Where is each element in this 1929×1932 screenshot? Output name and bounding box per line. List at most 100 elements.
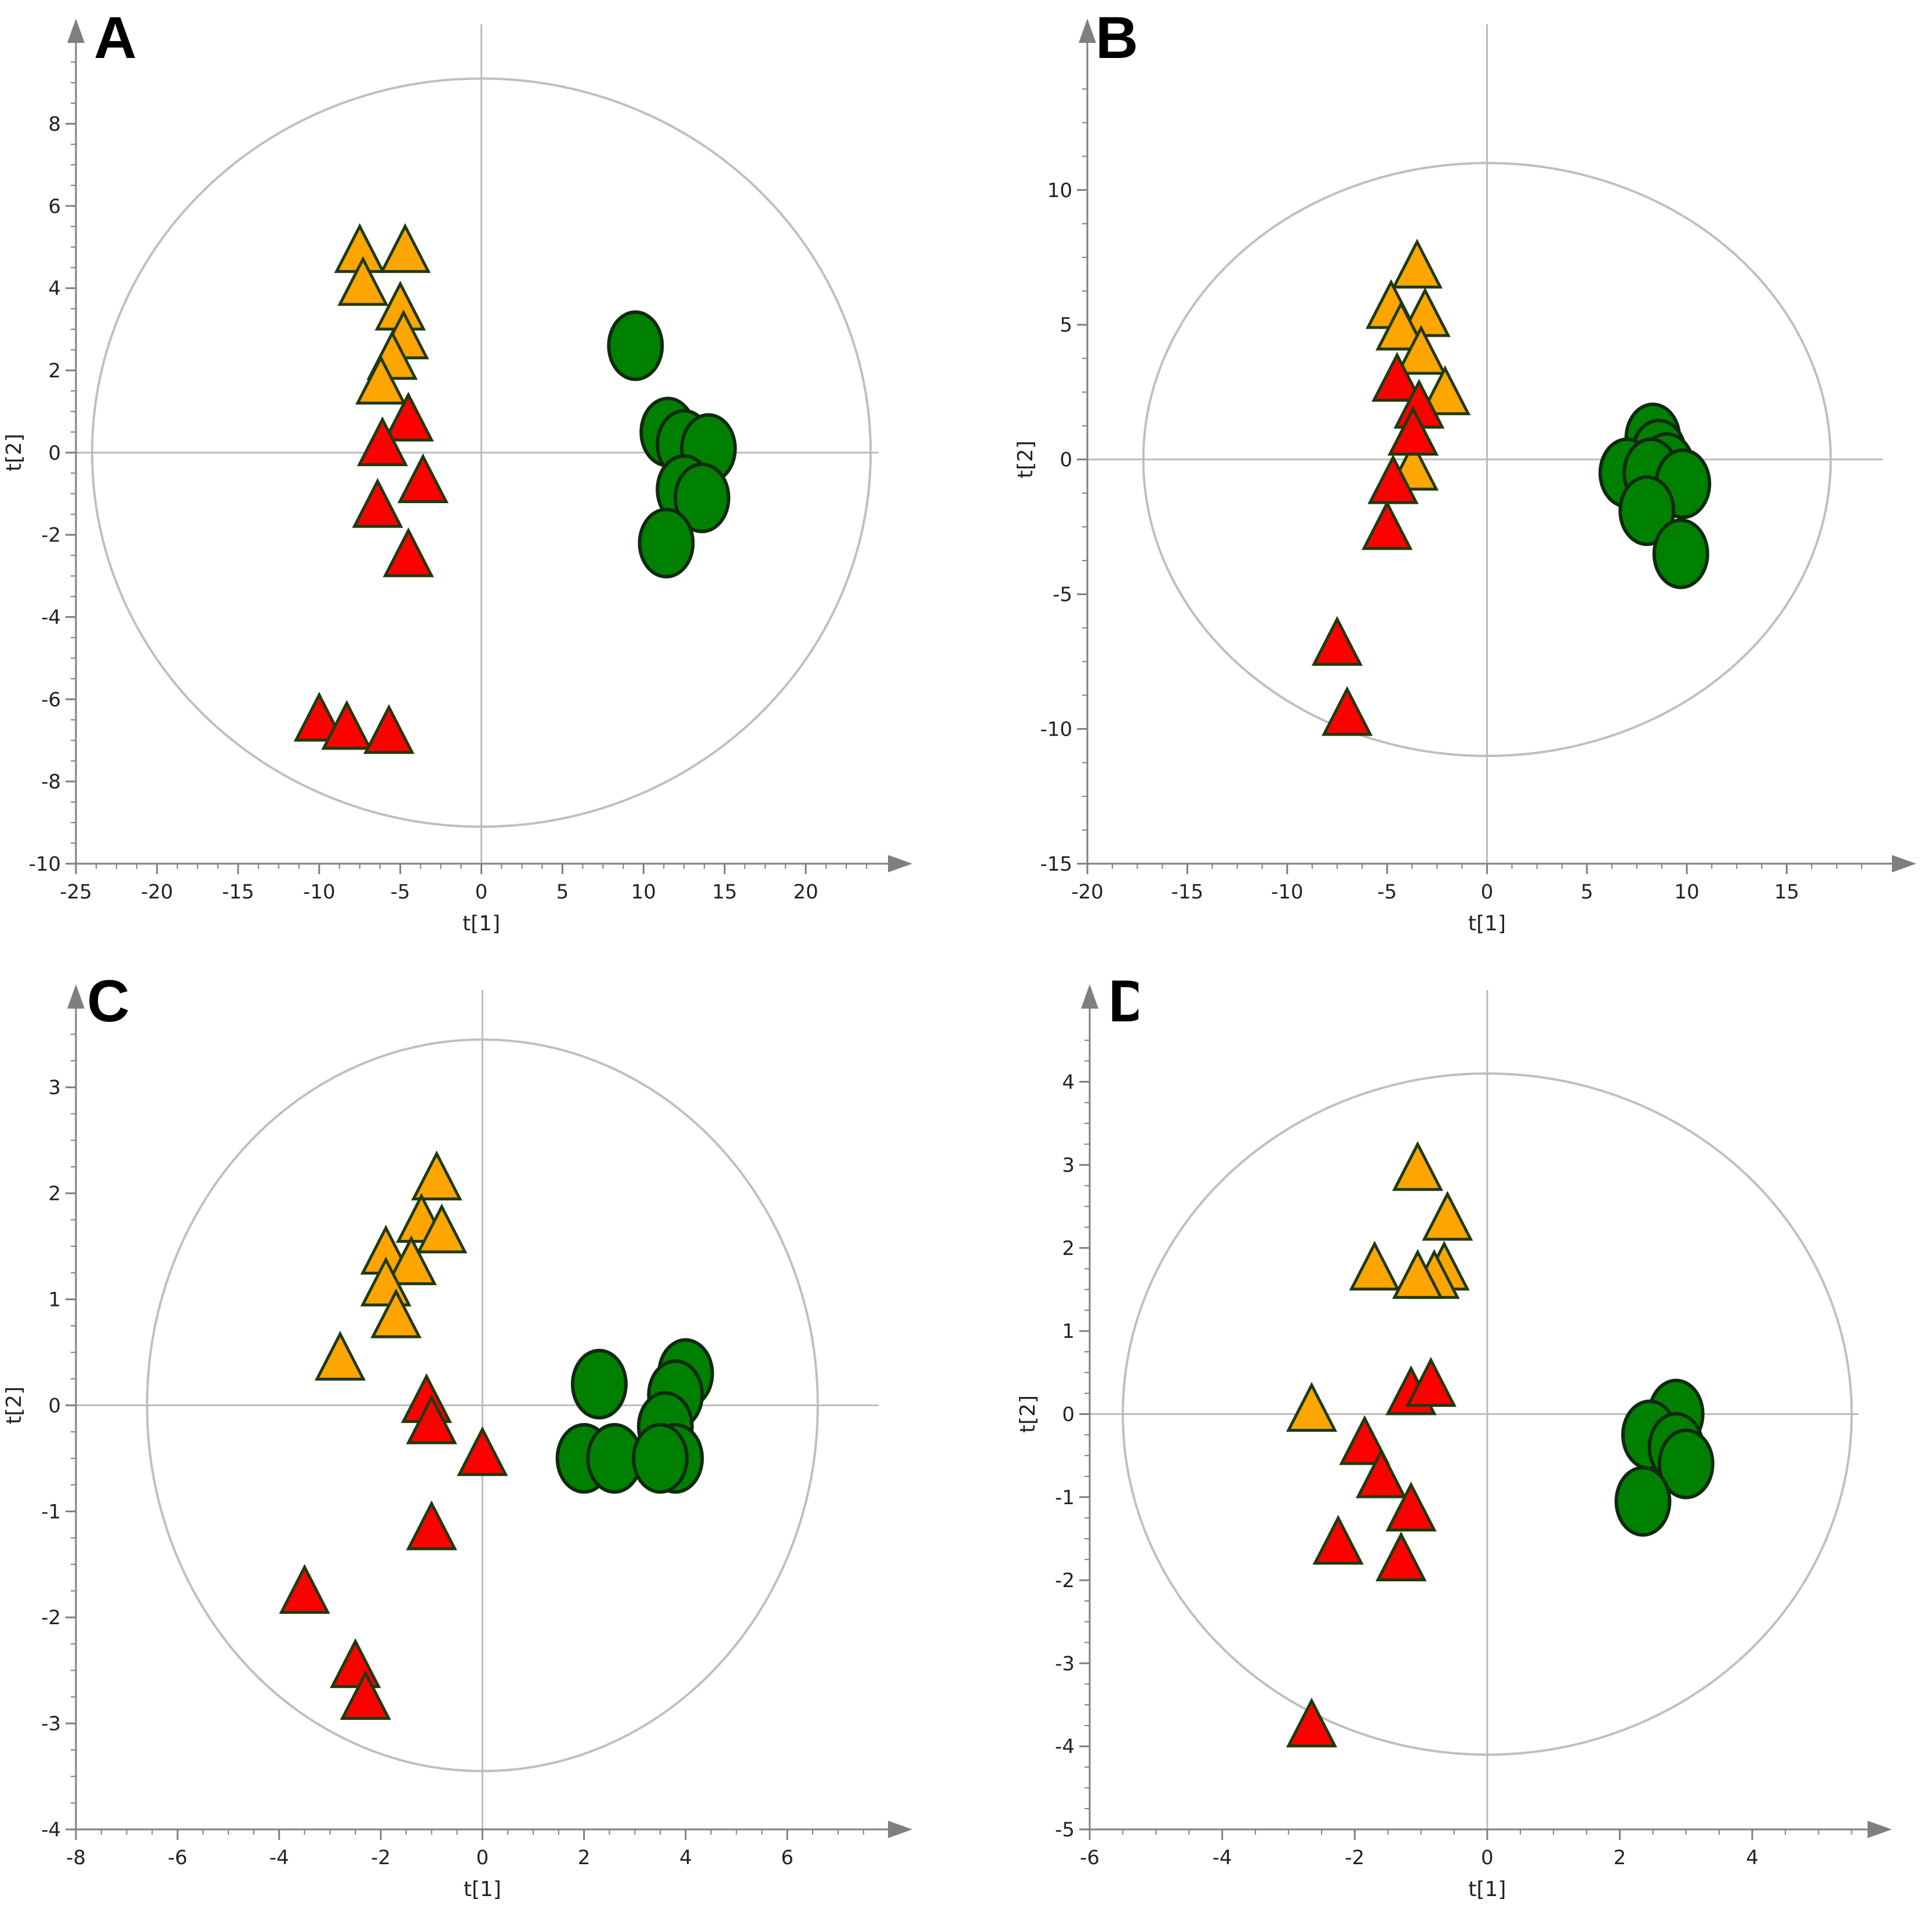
- orange-triangle-point: [416, 1203, 468, 1254]
- red-triangle-point: [1339, 1415, 1391, 1465]
- y-axis-arrow-icon: [67, 19, 85, 43]
- y-tick-label: -1: [1055, 1486, 1075, 1509]
- x-axis-label: t[1]: [1468, 1878, 1506, 1901]
- x-tick-label: 20: [793, 881, 818, 904]
- x-tick-label: 0: [476, 1846, 489, 1869]
- x-tick-label: -10: [1271, 881, 1304, 904]
- panel-letter-b: B: [1095, 5, 1138, 71]
- red-triangle-point: [352, 478, 403, 528]
- y-tick-label: 1: [1062, 1320, 1075, 1343]
- x-tick-label: 2: [1614, 1846, 1626, 1869]
- y-tick-label: 5: [1060, 314, 1072, 337]
- y-tick-label: 0: [1062, 1403, 1075, 1427]
- y-axis-arrow-icon: [1079, 19, 1096, 43]
- y-tick-label: 10: [1047, 179, 1072, 202]
- orange-triangle-point: [1349, 1240, 1400, 1291]
- orange-triangle-point: [1392, 1141, 1443, 1191]
- y-tick-label: 6: [48, 195, 61, 218]
- x-axis-arrow-icon: [888, 855, 912, 872]
- x-tick-label: -20: [1071, 881, 1104, 904]
- y-tick-label: -6: [41, 688, 61, 711]
- red-triangle-point: [293, 692, 345, 742]
- panel-letter-c: C: [87, 968, 130, 1034]
- y-tick-label: -8: [41, 770, 61, 794]
- x-tick-label: 0: [475, 881, 488, 904]
- red-triangle-point: [383, 527, 434, 577]
- y-tick-label: -4: [41, 606, 61, 629]
- scatter-plot-a: -25 -20 -15 -10 -5 0 5 10 15 20-10-8-6-4-202468t[…: [2, 19, 912, 936]
- green-circle-point: [570, 1348, 628, 1420]
- orange-triangle-point: [337, 256, 389, 306]
- panel-letter-a: A: [94, 5, 137, 71]
- orange-triangle-point: [355, 354, 407, 405]
- y-tick-label: 8: [48, 112, 61, 136]
- orange-triangle-point: [1286, 1382, 1338, 1432]
- red-triangle-point: [1385, 1481, 1437, 1531]
- green-circle-point: [607, 310, 664, 381]
- red-triangle-point: [321, 700, 373, 750]
- x-axis-arrow-icon: [1868, 1821, 1892, 1838]
- y-tick-label: -3: [41, 1712, 61, 1735]
- y-tick-label: -2: [41, 1606, 61, 1629]
- orange-triangle-point: [1391, 238, 1443, 289]
- red-triangle-point: [1367, 454, 1419, 504]
- y-tick-label: 0: [48, 442, 61, 465]
- orange-triangle-point: [385, 1235, 437, 1286]
- y-tick-label: -2: [1055, 1569, 1075, 1592]
- y-axis-label: t[2]: [2, 1387, 26, 1424]
- panel-a: -25 -20 -15 -10 -5 0 5 10 15 20 -10 -8 -6 -4 -2 0 2 4 6 8 t[…: [0, 0, 964, 966]
- x-tick-label: 6: [781, 1846, 794, 1869]
- x-tick-label: 10: [631, 881, 656, 904]
- y-tick-label: -10: [28, 853, 61, 876]
- panel-c: -8 -6 -4 -2 0 2 4 6 -4 -3 -2 -1 0 1 2 3 t[1] t[2] C: [0, 966, 964, 1931]
- y-tick-label: 2: [1062, 1237, 1075, 1260]
- x-tick-label: 10: [1675, 881, 1699, 904]
- red-triangle-point: [1311, 616, 1363, 666]
- scatter-plot-c: -8 -6 -4 -2 0 2 4 6 -4 -3 -2 -1 0 1 2 3 t[1] t[2]: [2, 984, 912, 1901]
- y-tick-label: 0: [48, 1394, 61, 1417]
- red-triangle-point: [406, 1394, 457, 1445]
- x-tick-label: -6: [168, 1846, 187, 1869]
- y-axis-arrow-icon: [1081, 984, 1098, 1009]
- x-tick-label: -4: [1213, 1846, 1232, 1869]
- panel-b: -20 -15 -10 -5 0 5 10 15 -15 -10 -5 0 5 10 t[1] t[2] B: [964, 0, 1929, 966]
- y-tick-label: 4: [48, 277, 61, 300]
- green-circle-point: [1657, 1428, 1715, 1500]
- red-triangle-point: [1387, 406, 1439, 456]
- red-triangle-point: [340, 1670, 391, 1720]
- red-triangle-point: [1312, 1515, 1364, 1565]
- panel-d: -6 -4 -2 0 2 4 -5 -4 -3 -2 -1 0 1 2 3 4 t[1] t[2] D: [964, 966, 1929, 1931]
- y-tick-label: -5: [1053, 583, 1072, 606]
- x-tick-label: -2: [371, 1846, 391, 1869]
- red-triangle-point: [356, 416, 408, 467]
- x-tick-label: -4: [270, 1846, 289, 1869]
- x-axis-arrow-icon: [888, 1821, 912, 1838]
- green-circle-point: [674, 462, 731, 533]
- y-axis-label: t[2]: [1016, 1395, 1040, 1433]
- red-triangle-point: [1371, 352, 1423, 402]
- panel-letter-d: D: [1108, 968, 1138, 1034]
- y-tick-label: -15: [1040, 853, 1072, 876]
- x-axis-label: t[1]: [1468, 912, 1506, 936]
- y-axis-label: t[2]: [1014, 441, 1038, 478]
- red-triangle-point: [383, 391, 434, 442]
- y-tick-label: 3: [48, 1076, 61, 1100]
- y-tick-label: 4: [1062, 1071, 1075, 1094]
- x-tick-label: -25: [60, 881, 92, 904]
- y-axis-label: t[2]: [2, 434, 26, 471]
- x-axis-arrow-icon: [1892, 855, 1916, 872]
- y-tick-label: 0: [1060, 449, 1072, 472]
- green-circle-point: [1614, 1465, 1672, 1537]
- y-tick-label: 2: [48, 1183, 61, 1206]
- x-tick-label: -6: [1080, 1846, 1100, 1869]
- green-circle-point: [632, 1422, 689, 1494]
- y-tick-label: -10: [1040, 718, 1072, 741]
- red-triangle-point: [1405, 1357, 1457, 1407]
- orange-triangle-point: [1395, 325, 1447, 375]
- orange-triangle-point: [1422, 1191, 1473, 1241]
- x-tick-label: -8: [66, 1846, 86, 1869]
- y-tick-label: -4: [41, 1818, 61, 1842]
- red-triangle-point: [279, 1564, 330, 1614]
- x-tick-label: 2: [578, 1846, 591, 1869]
- orange-triangle-point: [1392, 1249, 1443, 1299]
